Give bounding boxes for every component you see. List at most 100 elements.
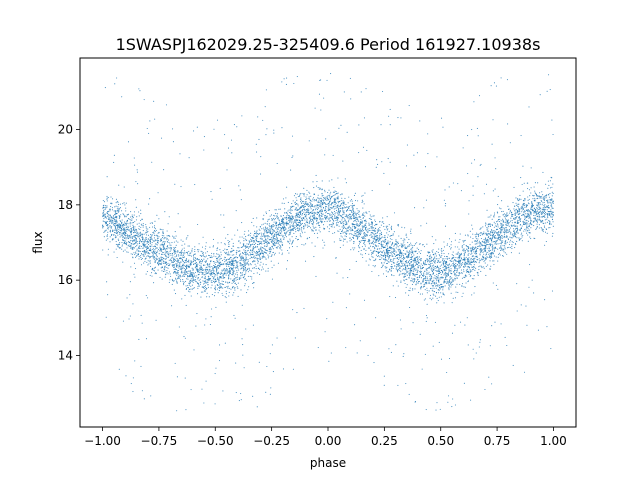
data-point [327,213,329,215]
data-point [459,283,461,285]
data-point [505,220,507,222]
data-point [108,210,110,212]
data-point [487,230,489,232]
data-point [125,240,127,242]
data-point [146,271,148,273]
data-point [249,269,251,271]
data-point [203,288,205,290]
data-point [364,220,366,222]
data-point [338,127,340,129]
data-point [438,269,440,271]
data-point [233,286,235,288]
data-point [410,258,412,260]
data-point [531,201,533,203]
data-point [168,281,170,283]
data-point [168,239,170,241]
data-point [404,263,406,265]
data-point [231,287,234,289]
data-point [538,195,540,198]
data-point [493,82,496,84]
data-point [224,270,226,272]
data-point [217,258,219,260]
data-point [233,249,235,251]
data-point [293,219,296,221]
data-point [178,264,180,266]
data-point [277,213,279,215]
data-point [464,257,466,260]
data-point [538,218,540,220]
data-point [315,209,317,211]
data-point [209,273,211,275]
data-point [314,205,316,207]
data-point [295,217,297,219]
data-point [122,320,124,322]
data-point [321,218,323,220]
data-point [513,217,515,220]
data-point [135,240,137,242]
data-point [513,231,516,233]
data-point [473,275,475,277]
data-point [472,255,474,257]
data-point [292,309,294,311]
data-point [118,368,120,370]
data-point [216,253,218,255]
data-point [325,204,327,206]
data-point [224,268,226,270]
data-point [194,275,196,277]
data-point [387,271,389,273]
data-point [217,253,219,255]
data-point [266,239,268,241]
data-point [103,204,105,206]
data-point [315,205,317,207]
data-point [113,238,115,240]
data-point [273,217,275,219]
data-point [158,236,160,238]
data-point [204,285,206,287]
data-point [543,205,545,207]
data-point [343,222,345,224]
data-point [301,230,303,232]
data-point [140,245,142,248]
data-point [102,220,104,222]
data-point [230,260,232,262]
data-point [368,224,370,226]
data-point [505,226,507,229]
data-point [470,260,472,262]
data-point [113,231,116,234]
data-point [137,243,139,245]
data-point [522,220,524,222]
data-point [259,173,262,175]
data-point [203,402,205,404]
data-point [265,238,267,240]
data-point [194,258,197,260]
data-point [245,270,247,272]
data-point [302,200,304,202]
data-point [411,266,413,268]
data-point [272,237,274,239]
data-point [485,242,487,244]
data-point [370,224,372,226]
data-point [152,232,154,234]
data-point [268,223,270,225]
data-point [199,283,201,285]
data-point [269,353,271,355]
data-point [288,209,290,211]
data-point [443,286,445,288]
data-point [286,224,288,227]
data-point [467,249,469,251]
data-point [506,219,508,221]
data-point [312,198,314,200]
data-point [549,193,551,195]
data-point [506,241,508,243]
data-point [165,237,167,239]
data-point [257,262,259,264]
data-point [215,267,217,269]
data-point [105,207,107,209]
data-point [245,328,247,330]
data-point [360,253,362,255]
data-point [464,265,466,267]
data-point [157,232,159,234]
data-point [471,128,473,131]
data-point [413,264,415,266]
data-point [213,273,216,275]
